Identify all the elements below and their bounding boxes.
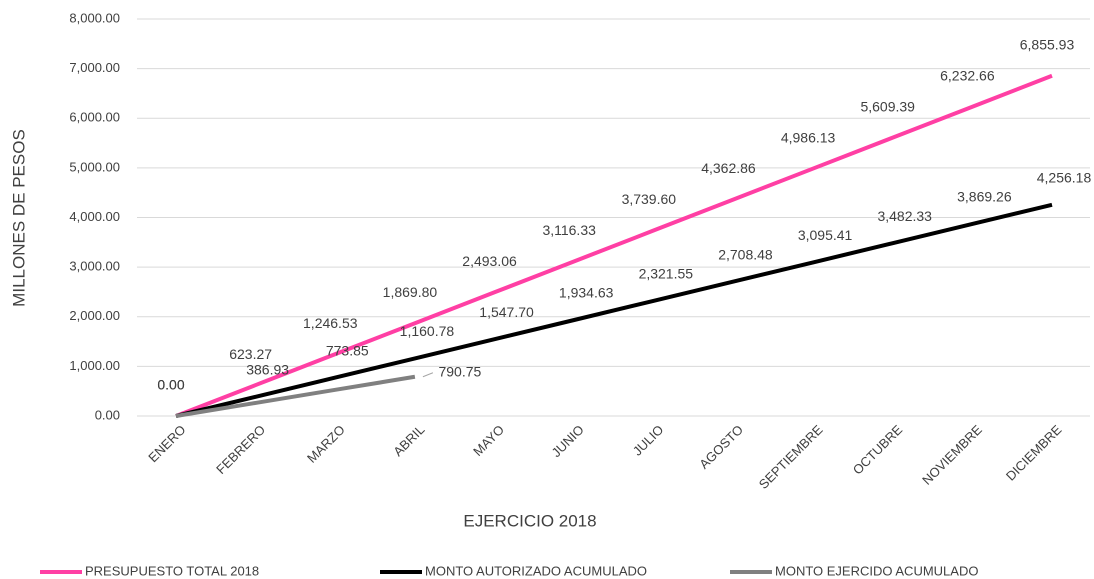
- y-tick-label: 0.00: [95, 407, 120, 422]
- line-series: [175, 73, 1053, 418]
- data-label: 386.93: [246, 362, 289, 378]
- line-series: [175, 202, 1053, 418]
- data-label: 2,708.48: [718, 246, 773, 262]
- x-tick-label: AGOSTO: [696, 422, 746, 472]
- x-tick-label: SEPTIEMBRE: [756, 422, 826, 492]
- y-tick-label: 4,000.00: [69, 209, 120, 224]
- data-label: 1,934.63: [559, 285, 614, 301]
- x-tick-label: NOVIEMBRE: [919, 422, 985, 488]
- x-tick-label: ENERO: [145, 422, 188, 465]
- x-tick-label: FEBRERO: [213, 422, 268, 477]
- data-label: 4,256.18: [1037, 169, 1092, 185]
- x-tick-label: JULIO: [630, 422, 667, 459]
- x-tick-label: JUNIO: [549, 422, 587, 460]
- data-label: 4,986.13: [781, 129, 836, 145]
- legend-label: MONTO AUTORIZADO ACUMULADO: [425, 563, 647, 578]
- data-label: 1,160.78: [400, 323, 455, 339]
- legend-label: PRESUPUESTO TOTAL 2018: [85, 563, 259, 578]
- y-tick-label: 1,000.00: [69, 358, 120, 373]
- y-tick-label: 6,000.00: [69, 110, 120, 125]
- data-label: 6,232.66: [940, 67, 995, 83]
- data-label: 3,869.26: [957, 189, 1012, 205]
- data-label: 623.27: [229, 346, 272, 362]
- y-tick-label: 2,000.00: [69, 308, 120, 323]
- y-axis-label: MILLONES DE PESOS: [9, 129, 28, 307]
- y-tick-label: 3,000.00: [69, 259, 120, 274]
- legend-label: MONTO EJERCIDO ACUMULADO: [775, 563, 978, 578]
- data-label: 4,362.86: [701, 160, 756, 176]
- data-label: 3,095.41: [798, 227, 853, 243]
- x-tick-label: OCTUBRE: [850, 422, 906, 478]
- data-label: 2,493.06: [462, 253, 517, 269]
- data-label: 1,547.70: [479, 304, 534, 320]
- x-tick-label: MAYO: [470, 422, 507, 459]
- y-tick-label: 7,000.00: [69, 60, 120, 75]
- data-label: 1,246.53: [303, 315, 358, 331]
- x-axis-label: EJERCICIO 2018: [463, 511, 596, 530]
- data-label: 1,869.80: [383, 284, 438, 300]
- data-label: 790.75: [438, 363, 481, 379]
- data-label: 773.85: [326, 342, 369, 358]
- leader-line: [422, 372, 434, 378]
- data-label: 3,116.33: [542, 222, 596, 238]
- x-tick-label: ABRIL: [390, 422, 427, 459]
- y-tick-label: 8,000.00: [69, 10, 120, 25]
- data-label: 3,482.33: [877, 208, 932, 224]
- data-label: 6,855.93: [1020, 36, 1075, 52]
- data-label: 0.00: [157, 377, 184, 393]
- data-label: 2,321.55: [639, 265, 694, 281]
- x-tick-label: DICIEMBRE: [1003, 422, 1065, 484]
- data-label: 3,739.60: [622, 191, 677, 207]
- line-series: [175, 374, 416, 418]
- y-tick-label: 5,000.00: [69, 159, 120, 174]
- data-label: 0.00: [157, 377, 184, 393]
- x-tick-label: MARZO: [304, 422, 348, 466]
- data-label: 5,609.39: [860, 98, 915, 114]
